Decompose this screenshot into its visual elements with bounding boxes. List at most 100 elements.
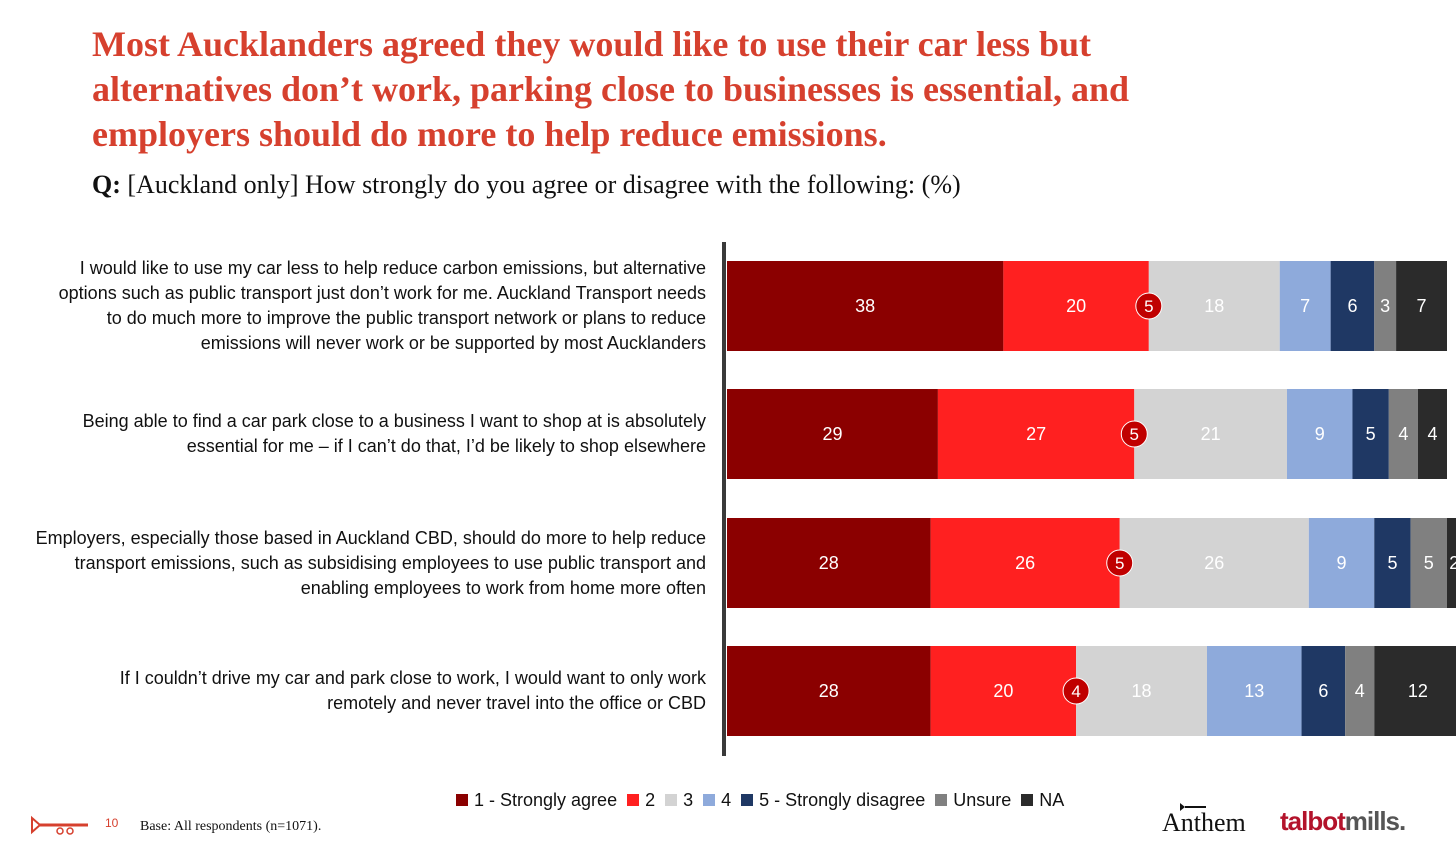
bar-segment <box>930 518 1120 608</box>
data-label: 27 <box>1026 424 1046 444</box>
bar-segment <box>1003 261 1149 351</box>
data-label: 38 <box>855 296 875 316</box>
data-label: 26 <box>1015 553 1035 573</box>
bar-segment <box>930 646 1077 736</box>
data-label: 12 <box>1408 681 1428 701</box>
row-label-line: transport emissions, such as subsidising… <box>74 552 706 573</box>
bar-segment <box>1134 389 1287 479</box>
row-label: I would like to use my car less to help … <box>0 256 706 356</box>
data-label: 2 <box>1449 553 1456 573</box>
bar-segment <box>1287 389 1353 479</box>
data-label: 26 <box>1204 553 1224 573</box>
net-badge <box>1135 292 1163 320</box>
legend-swatch <box>627 794 640 806</box>
bar-segment <box>727 646 931 736</box>
bar-segment <box>1119 518 1309 608</box>
data-label: 7 <box>1300 296 1310 316</box>
data-label: 28 <box>819 553 839 573</box>
data-label: 13 <box>1244 681 1264 701</box>
talbot-wordmark: talbot <box>1280 806 1346 836</box>
slide-title: Most Aucklanders agreed they would like … <box>92 24 1130 154</box>
row-label-line: essential for me – if I can’t do that, I… <box>186 436 706 456</box>
data-label: 29 <box>822 424 842 444</box>
data-label: 9 <box>1315 424 1325 444</box>
legend-item: 2 <box>627 790 655 811</box>
question-prefix: Q: <box>92 170 121 199</box>
data-label: 9 <box>1337 553 1347 573</box>
data-label: 5 <box>1387 553 1397 573</box>
row-label-line: options such as public transport just do… <box>58 283 706 303</box>
row-label-line: Employers, especially those based in Auc… <box>35 527 706 548</box>
anthem-wordmark: Anthem <box>1162 808 1246 837</box>
data-label: 7 <box>1417 296 1427 316</box>
bar-segment <box>1076 646 1207 736</box>
data-label: 28 <box>819 681 839 701</box>
legend-item: 1 - Strongly agree <box>456 790 617 811</box>
legend-item: 3 <box>665 790 693 811</box>
bar-segment <box>1388 389 1418 479</box>
legend-item: 4 <box>703 790 731 811</box>
bar-segment <box>937 389 1135 479</box>
row-label-line: to do much more to improve the public tr… <box>106 308 706 328</box>
legend-item: 5 - Strongly disagree <box>741 790 925 811</box>
data-label: 4 <box>1427 424 1437 444</box>
data-label: 21 <box>1201 424 1221 444</box>
row-label-line: emissions will never work or be supporte… <box>200 333 706 353</box>
legend-label: 5 - Strongly disagree <box>759 789 926 810</box>
net-badge-label: 4 <box>1071 682 1080 701</box>
data-label: 5 <box>1424 553 1434 573</box>
bar-segment <box>727 389 938 479</box>
bar-segment <box>1345 646 1375 736</box>
net-badge-label: 5 <box>1115 554 1124 573</box>
base-note: Base: All respondents (n=1071). <box>140 819 322 834</box>
legend-item: Unsure <box>935 790 1011 811</box>
legend-label: NA <box>1039 789 1065 810</box>
row-label-line: Being able to find a car park close to a… <box>82 411 706 431</box>
bar-segment <box>1410 518 1447 608</box>
net-badge-label: 5 <box>1130 425 1139 444</box>
bar-segment <box>1396 261 1447 351</box>
row-label: Employers, especially those based in Auc… <box>0 526 706 601</box>
data-label: 3 <box>1380 296 1390 316</box>
bar-segment <box>727 518 931 608</box>
legend-item: NA <box>1021 790 1064 811</box>
bar-segment <box>1374 261 1397 351</box>
bar-segment <box>1279 261 1331 351</box>
page-number: 10 <box>105 816 119 830</box>
data-label: 5 <box>1366 424 1376 444</box>
talbotmills-logo: talbotmills. <box>1280 806 1406 837</box>
horn-icon <box>31 815 88 835</box>
bar-segment <box>1301 646 1346 736</box>
legend-label: Unsure <box>953 789 1012 810</box>
data-label: 18 <box>1132 681 1152 701</box>
bar-segment <box>1374 518 1411 608</box>
legend-label: 1 - Strongly agree <box>474 789 618 810</box>
legend-swatch <box>741 794 754 806</box>
legend-swatch <box>456 794 468 806</box>
bar-segment <box>1352 389 1389 479</box>
data-label: 18 <box>1204 296 1224 316</box>
bar-segment <box>1308 518 1375 608</box>
chart-legend: 1 - Strongly agree 2 3 4 5 - Strongly disagr… <box>456 788 1074 812</box>
question-text: [Auckland only] How strongly do you agre… <box>127 170 961 199</box>
data-label: 6 <box>1318 681 1328 701</box>
bar-segment <box>1148 261 1280 351</box>
data-label: 20 <box>993 681 1013 701</box>
legend-swatch <box>703 794 716 806</box>
net-badge <box>1120 420 1148 448</box>
question-line: Q: [Auckland only] How strongly do you a… <box>92 170 961 200</box>
bar-segment <box>1447 518 1456 608</box>
data-label: 4 <box>1355 681 1365 701</box>
net-badge-label: 5 <box>1144 297 1153 316</box>
bar-segment <box>1374 646 1456 736</box>
bar-segment <box>1207 646 1302 736</box>
bar-segment <box>1417 389 1447 479</box>
bar-segment <box>727 261 1004 351</box>
data-label: 20 <box>1066 296 1086 316</box>
anthem-logo <box>1180 803 1206 811</box>
row-label-line: If I couldn’t drive my car and park clos… <box>119 668 706 688</box>
legend-label: 2 <box>645 789 656 810</box>
legend-swatch <box>935 794 948 806</box>
row-label-line: I would like to use my car less to help … <box>79 258 706 278</box>
